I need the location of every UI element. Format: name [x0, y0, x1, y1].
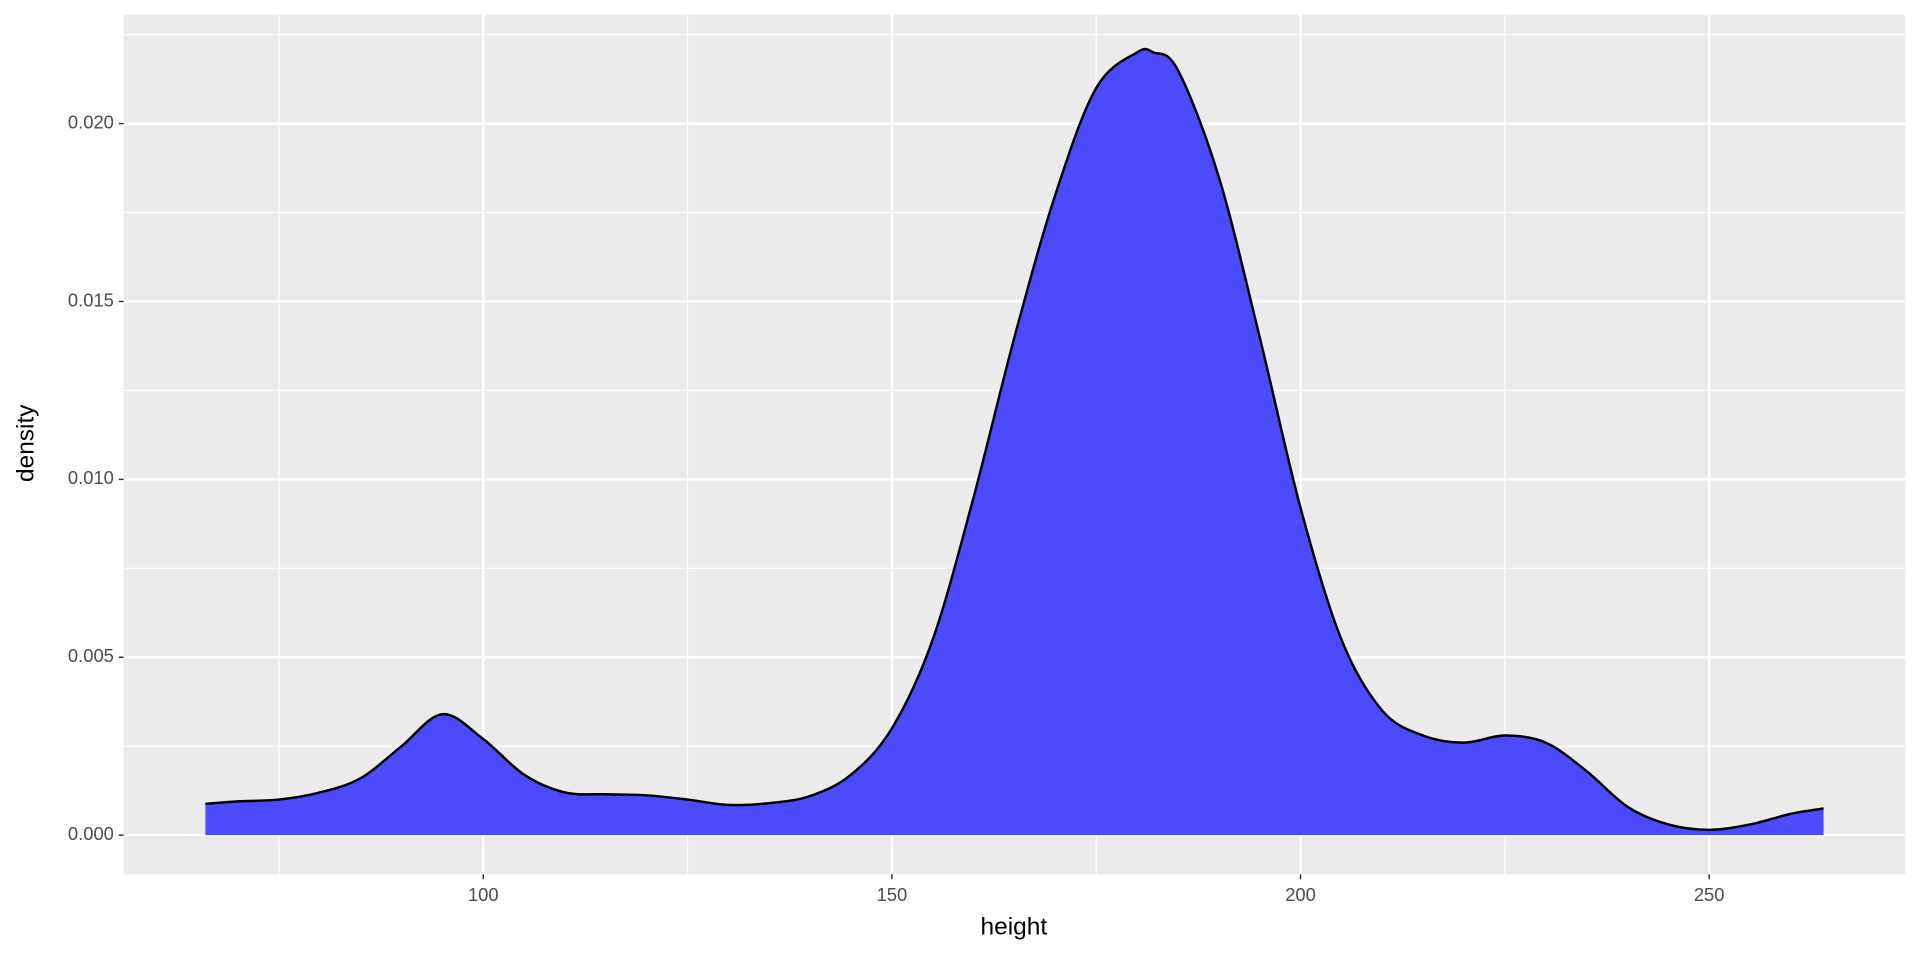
x-tick-label: 250	[1694, 884, 1725, 905]
y-tick-label: 0.015	[68, 289, 114, 310]
x-axis-title: height	[981, 914, 1048, 941]
x-tick-label: 150	[877, 884, 908, 905]
marks	[205, 47, 1824, 836]
y-axis-title: density	[12, 404, 39, 482]
density-area	[205, 48, 1824, 836]
y-tick-label: 0.010	[68, 467, 114, 488]
y-tick-label: 0.020	[68, 111, 114, 132]
axes: 0.000 0.005 0.010 0.015 0.020 100 150 200 250	[68, 111, 1725, 905]
y-tick-label: 0.005	[68, 645, 114, 666]
density-line	[205, 47, 1824, 832]
y-tick-label: 0.000	[68, 823, 114, 844]
x-tick-label: 200	[1285, 884, 1316, 905]
x-tick-label: 100	[468, 884, 499, 905]
